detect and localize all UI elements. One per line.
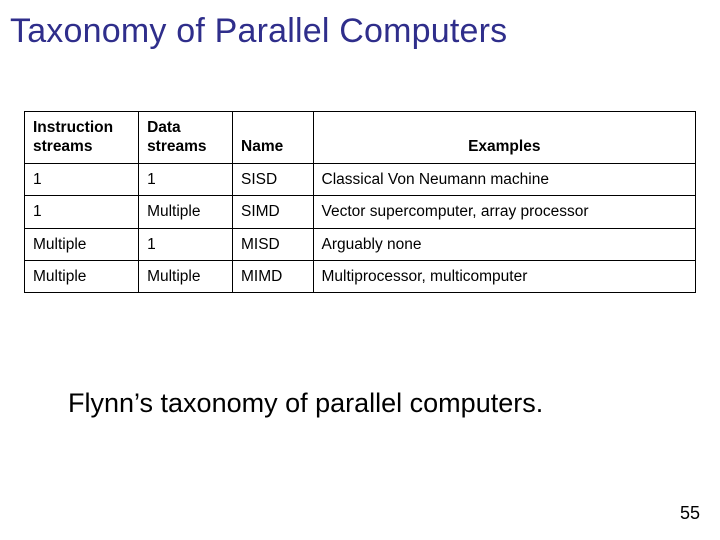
table-row: 1 1 SISD Classical Von Neumann machine [25,163,696,195]
cell-data: 1 [139,163,233,195]
table-header-row: Instructionstreams Datastreams Name Exam… [25,112,696,164]
table-row: Multiple Multiple MIMD Multiprocessor, m… [25,260,696,292]
table-row: 1 Multiple SIMD Vector supercomputer, ar… [25,196,696,228]
cell-instruction: Multiple [25,228,139,260]
cell-name: SIMD [233,196,314,228]
flynn-table-wrap: Instructionstreams Datastreams Name Exam… [24,111,696,293]
slide: Taxonomy of Parallel Computers Instructi… [0,0,720,540]
table-row: Multiple 1 MISD Arguably none [25,228,696,260]
cell-examples: Classical Von Neumann machine [313,163,695,195]
flynn-table: Instructionstreams Datastreams Name Exam… [24,111,696,293]
col-header-instruction: Instructionstreams [25,112,139,164]
cell-examples: Multiprocessor, multicomputer [313,260,695,292]
cell-data: Multiple [139,260,233,292]
slide-title: Taxonomy of Parallel Computers [10,12,710,51]
col-header-name: Name [233,112,314,164]
cell-name: SISD [233,163,314,195]
cell-data: Multiple [139,196,233,228]
cell-instruction: Multiple [25,260,139,292]
cell-instruction: 1 [25,163,139,195]
cell-examples: Arguably none [313,228,695,260]
cell-name: MIMD [233,260,314,292]
page-number: 55 [680,503,700,524]
cell-instruction: 1 [25,196,139,228]
col-header-data: Datastreams [139,112,233,164]
caption-text: Flynn’s taxonomy of parallel computers. [68,388,710,419]
cell-data: 1 [139,228,233,260]
col-header-examples: Examples [313,112,695,164]
cell-examples: Vector supercomputer, array processor [313,196,695,228]
cell-name: MISD [233,228,314,260]
